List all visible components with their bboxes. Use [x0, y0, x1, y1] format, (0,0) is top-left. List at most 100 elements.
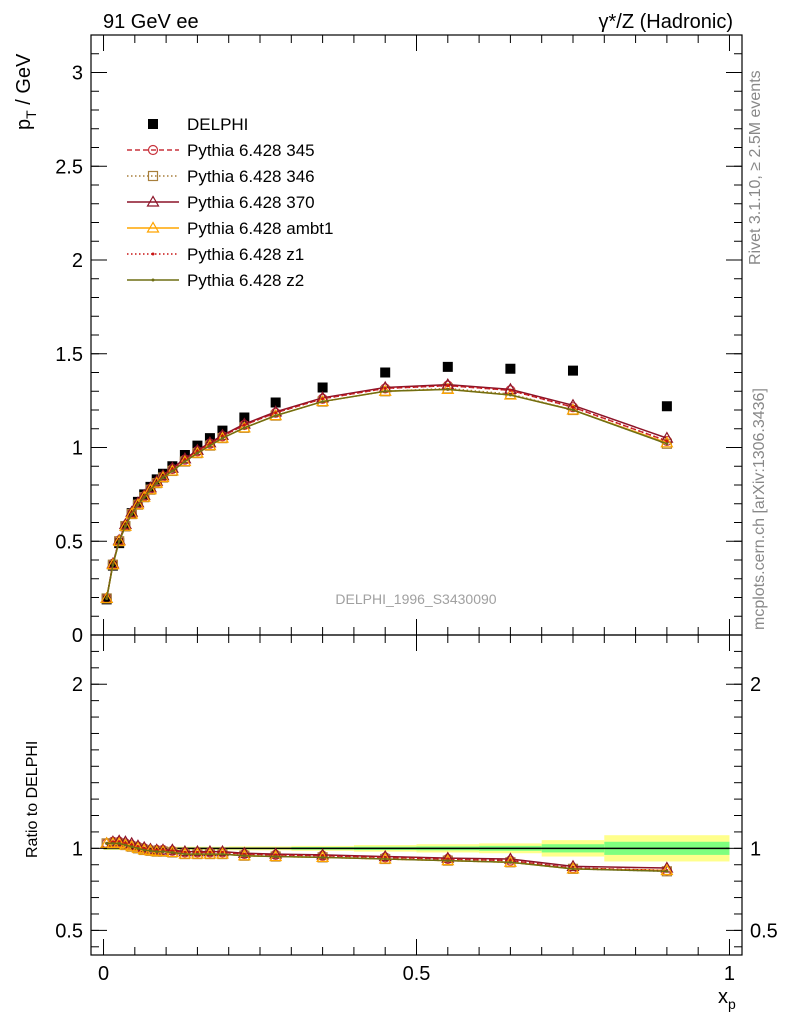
series-ambt1 [100, 382, 674, 604]
line-ambt1 [105, 388, 668, 599]
marker-z2 [130, 512, 134, 516]
legend-label-ambt1: Pythia 6.428 ambt1 [187, 219, 333, 238]
main-ytick-label: 2 [72, 250, 83, 272]
marker-p346 [661, 438, 672, 449]
marker-p370 [118, 517, 132, 529]
legend-label-z1: Pythia 6.428 z1 [187, 245, 304, 264]
legend-marker-ambt1 [146, 221, 160, 233]
legend-label-z2: Pythia 6.428 z2 [187, 271, 304, 290]
ratio-marker-z2 [242, 854, 246, 858]
ratio-ytick-label: 2 [72, 674, 83, 696]
ratio-marker-p370 [143, 842, 158, 854]
ratio-marker-p370 [215, 844, 229, 857]
ratio-line-z1 [106, 841, 667, 872]
main-ytick-label: 3 [72, 63, 83, 85]
data-point-DELPHI [317, 382, 328, 393]
marker-z2 [148, 488, 152, 492]
analysis-watermark: DELPHI_1996_S3430090 [335, 591, 496, 607]
main-ytick-label: 0 [72, 625, 83, 647]
legend-marker-z2 [151, 278, 155, 282]
main-ylabel-suffix: / GeV [13, 53, 35, 110]
legend-entry-p345: Pythia 6.428 345 [127, 141, 315, 160]
series-p346 [101, 383, 672, 604]
header-right: γ*/Z (Hadronic) [599, 11, 733, 33]
ratio-ylabel: Ratio to DELPHI [24, 741, 41, 858]
legend-label-p346: Pythia 6.428 346 [187, 167, 315, 186]
xtick-label: 1 [724, 963, 735, 985]
mcplots-label: mcplots.cern.ch [arXiv:1306.3436] [751, 388, 768, 630]
data-point-DELPHI [380, 367, 391, 378]
marker-z2 [571, 408, 575, 412]
main-ticks: 0 0.5 1 1.5 2 2.5 3 [55, 35, 742, 647]
ratio-marker-z2 [148, 849, 152, 853]
data-point-DELPHI [567, 365, 578, 376]
ratio-marker-p370 [156, 843, 170, 855]
ratio-marker-ambt1 [660, 863, 674, 876]
marker-ambt1 [143, 482, 158, 495]
main-ylabel-p: p [13, 119, 35, 130]
data-point-DELPHI [661, 401, 672, 412]
marker-z1 [446, 384, 450, 388]
marker-z2 [321, 400, 325, 404]
legend-marker-DELPHI [148, 119, 158, 129]
ratio-ytick-label: 0.5 [55, 920, 83, 942]
line-p345 [105, 384, 668, 599]
ratio-marker-p370 [112, 834, 126, 846]
data-point-DELPHI [157, 468, 168, 479]
marker-ambt1 [178, 454, 192, 467]
main-panel: 0 0.5 1 1.5 2 2.5 3 [55, 34, 743, 647]
marker-z1 [321, 397, 325, 401]
marker-z2 [117, 539, 121, 543]
legend-marker-p346 [147, 170, 159, 182]
main-ylabel: pT / GeV [13, 53, 39, 130]
ratio-marker-z2 [383, 857, 387, 861]
ratio-marker-z2 [155, 850, 159, 854]
ratio-marker-p370 [566, 859, 580, 871]
legend-label-p370: Pythia 6.428 370 [187, 193, 315, 212]
ratio-marker-p370 [378, 849, 392, 862]
data-point-DELPHI [442, 361, 453, 372]
marker-z1 [242, 423, 246, 427]
x-axis-label-main: x [718, 986, 728, 1008]
marker-z2 [274, 414, 278, 418]
ratio-marker-p370 [316, 848, 330, 860]
marker-z1 [383, 386, 387, 390]
legend-label-DELPHI: DELPHI [187, 115, 248, 134]
legend-label-p345: Pythia 6.428 345 [187, 141, 315, 160]
ratio-ytick-label-right: 0.5 [750, 920, 778, 942]
legend-entry-DELPHI: DELPHI [148, 115, 248, 134]
ratio-marker-p370 [269, 847, 283, 859]
main-ytick-label: 1.5 [55, 344, 83, 366]
marker-z2 [136, 503, 140, 507]
x-axis-label: xp [718, 986, 736, 1012]
ratio-marker-z2 [665, 869, 669, 873]
main-ytick-label: 1 [72, 438, 83, 460]
marker-ambt1 [150, 476, 164, 488]
marker-ambt1 [165, 464, 179, 476]
ratio-marker-z2 [208, 852, 212, 856]
ratio-marker-z2 [136, 846, 140, 850]
ratio-marker-z2 [321, 855, 325, 859]
ratio-marker-p370 [237, 846, 251, 858]
marker-ambt1 [112, 534, 126, 546]
ratio-marker-z2 [274, 855, 278, 859]
marker-z2 [155, 481, 159, 485]
legend-entry-p346: Pythia 6.428 346 [127, 167, 315, 186]
x-axis-label-sub: p [728, 996, 736, 1012]
marker-z2 [208, 444, 212, 448]
ratio-marker-z2 [142, 848, 146, 852]
main-ylabel-sub: T [23, 110, 39, 119]
line-z2 [105, 388, 668, 599]
marker-z2 [446, 387, 450, 391]
ratio-marker-z2 [446, 859, 450, 863]
marker-z1 [571, 405, 575, 409]
marker-p370 [125, 505, 139, 517]
marker-z1 [508, 388, 512, 392]
header-left: 91 GeV ee [103, 11, 199, 33]
rivet-version-label: Rivet 3.1.10, ≥ 2.5M events [747, 70, 764, 265]
ratio-ytick-label-right: 1 [750, 838, 761, 860]
ratio-marker-p370 [190, 844, 204, 857]
main-ytick-label: 2.5 [55, 156, 83, 178]
marker-ambt1 [118, 519, 132, 531]
ratio-marker-z2 [220, 852, 224, 856]
